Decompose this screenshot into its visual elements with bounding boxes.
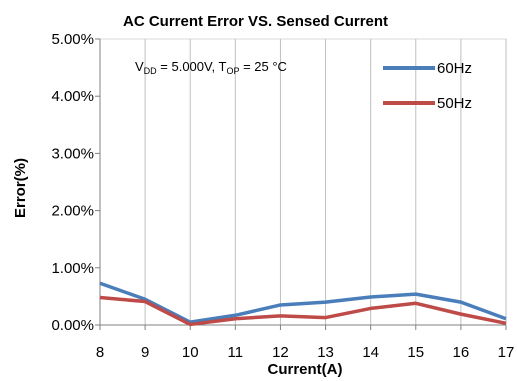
series-line-60hz <box>99 281 507 324</box>
y-tick-label: 2.00% <box>51 203 94 220</box>
x-axis-title: Current(A) <box>268 361 343 378</box>
y-tick-label: 0.00% <box>51 317 94 334</box>
plot-area <box>99 38 507 326</box>
legend-label-60hz: 60Hz <box>437 60 472 77</box>
x-tick-label: 17 <box>498 344 515 361</box>
legend: 60Hz 50Hz <box>383 60 472 112</box>
x-tick-label: 13 <box>317 344 334 361</box>
test-condition-annotation: VDD = 5.000V, TOP = 25 °C <box>135 59 287 76</box>
x-tick-label: 14 <box>362 344 379 361</box>
x-tick-labels: 8 9 10 11 12 13 14 15 16 17 <box>96 344 515 361</box>
y-tick-label: 3.00% <box>51 145 94 162</box>
y-axis-title: Error(%) <box>12 158 29 218</box>
y-tick-label: 4.00% <box>51 88 94 105</box>
x-tick-label: 11 <box>228 344 244 361</box>
x-tick-label: 9 <box>141 344 149 361</box>
x-tick-label: 8 <box>96 344 104 361</box>
y-tick-labels: 0.00% 1.00% 2.00% 3.00% 4.00% 5.00% <box>51 31 94 334</box>
legend-label-50hz: 50Hz <box>437 95 472 112</box>
y-tick-label: 5.00% <box>51 31 94 48</box>
x-tick-label: 15 <box>407 344 424 361</box>
plot-border <box>99 38 507 326</box>
y-tick-label: 1.00% <box>51 260 94 277</box>
chart-title: AC Current Error VS. Sensed Current <box>123 13 388 30</box>
x-tick-label: 12 <box>272 344 289 361</box>
series-line-50hz <box>99 295 507 327</box>
axes <box>95 38 507 330</box>
x-tick-label: 16 <box>453 344 470 361</box>
vertical-gridlines <box>144 39 507 325</box>
x-tick-label: 10 <box>182 344 199 361</box>
series-lines <box>99 281 507 327</box>
